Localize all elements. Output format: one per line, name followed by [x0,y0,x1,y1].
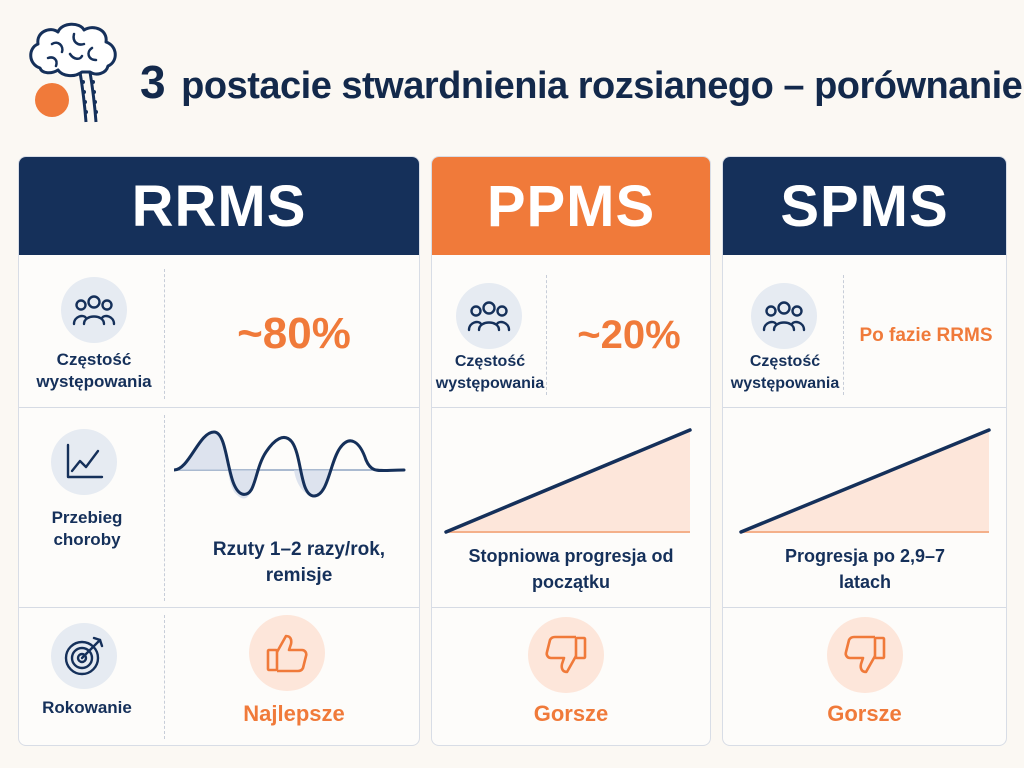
frequency-label: Częstość występowania [36,350,152,391]
prognosis-icon-wrap [827,617,903,693]
course-desc: Progresja po 2,9–7 latach [784,546,946,592]
prognosis-label: Rokowanie [42,698,132,717]
frequency-icon-wrap [61,277,127,343]
divider [164,415,165,601]
title-text: postacie stwardnienia rozsianego – porów… [181,65,1023,107]
header: 3 postacie stwardnienia rozsianego – por… [0,0,1024,150]
row-divider [432,607,710,608]
thumbs-down-icon [844,635,886,674]
frequency-value: ~80% [237,309,351,358]
prognosis-icon-wrap [249,615,325,691]
ppms-header: PPMS [432,157,710,255]
prognosis-icon-wrap [528,617,604,693]
frequency-icon-wrap [751,283,817,349]
divider [164,269,165,399]
frequency-value: Po fazie RRMS [859,325,993,346]
divider [843,275,844,395]
prognosis-value: Najlepsze [243,701,345,726]
thumbs-down-icon [545,635,587,674]
prognosis-value: Gorsze [827,701,902,726]
line-chart-icon [66,443,104,479]
page-title: 3 postacie stwardnienia rozsianego – por… [140,52,1023,112]
frequency-label: Częstość występowania [435,353,545,392]
frequency-label: Częstość występowania [730,353,840,392]
thumbs-up-icon [266,634,308,673]
progression-chart [739,428,991,534]
rrms-card: RRMS Częstość występowania ~80% Przebieg… [18,156,420,746]
people-icon [467,301,511,332]
frequency-value: ~20% [577,313,681,357]
course-label: Przebieg choroby [51,508,123,549]
brain-spine-icon [29,22,117,123]
rrms-header: RRMS [19,157,419,255]
row-divider [19,407,419,408]
target-icon [64,636,104,676]
title-number: 3 [140,56,166,108]
row-divider [723,407,1006,408]
ppms-card: PPMS Częstość występowania ~20% Stopniow… [431,156,711,746]
relapse-wave-chart [174,430,406,499]
prognosis-icon-wrap [51,623,117,689]
people-icon [762,301,806,332]
progression-chart [444,428,692,534]
course-desc: Stopniowa progresja od początku [468,546,674,592]
spms-card: SPMS Częstość występowania Po fazie RRMS… [722,156,1007,746]
course-icon-wrap [51,429,117,495]
frequency-icon-wrap [456,283,522,349]
prognosis-value: Gorsze [533,701,609,726]
divider [164,615,165,739]
course-desc: Rzuty 1–2 razy/rok, remisje [212,539,386,586]
divider [546,275,547,395]
row-divider [19,607,419,608]
row-divider [723,607,1006,608]
people-icon [72,295,116,326]
spms-header: SPMS [723,157,1006,255]
row-divider [432,407,710,408]
